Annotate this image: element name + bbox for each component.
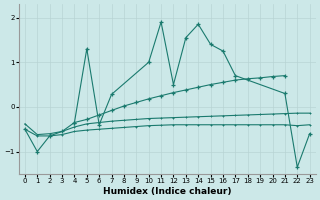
X-axis label: Humidex (Indice chaleur): Humidex (Indice chaleur): [103, 187, 232, 196]
